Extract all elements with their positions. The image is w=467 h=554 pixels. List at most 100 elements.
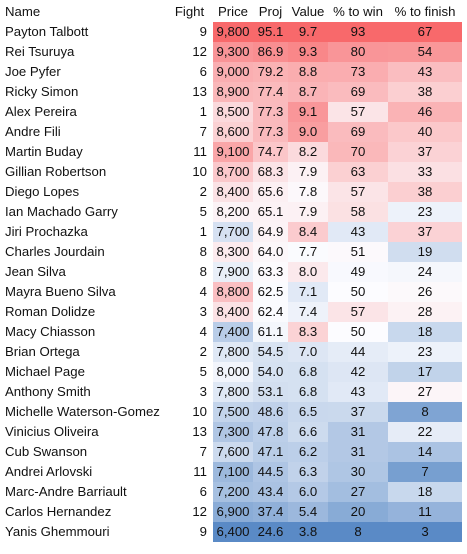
header-name[interactable]: Name (5, 4, 41, 19)
cell-value[interactable]: 6.3 (288, 462, 328, 482)
cell-proj[interactable]: 63.3 (253, 262, 288, 282)
cell-value[interactable]: 9.0 (288, 122, 328, 142)
cell-win-pct[interactable]: 93 (328, 22, 388, 42)
cell-price[interactable]: 8,500 (213, 102, 253, 122)
cell-value[interactable]: 7.9 (288, 162, 328, 182)
cell-proj[interactable]: 37.4 (253, 502, 288, 522)
cell-fight[interactable]: 11 (193, 144, 207, 159)
cell-fight[interactable]: 11 (193, 464, 207, 479)
cell-finish-pct[interactable]: 26 (388, 282, 462, 302)
cell-name[interactable]: Jiri Prochazka (5, 224, 88, 239)
cell-value[interactable]: 9.7 (288, 22, 328, 42)
cell-win-pct[interactable]: 57 (328, 102, 388, 122)
cell-finish-pct[interactable]: 40 (388, 122, 462, 142)
cell-value[interactable]: 3.8 (288, 522, 328, 542)
cell-price[interactable]: 7,800 (213, 382, 253, 402)
cell-finish-pct[interactable]: 46 (388, 102, 462, 122)
cell-proj[interactable]: 77.3 (253, 102, 288, 122)
cell-win-pct[interactable]: 31 (328, 442, 388, 462)
cell-name[interactable]: Michelle Waterson-Gomez (5, 404, 160, 419)
cell-proj[interactable]: 48.6 (253, 402, 288, 422)
cell-value[interactable]: 6.8 (288, 382, 328, 402)
cell-proj[interactable]: 54.0 (253, 362, 288, 382)
cell-win-pct[interactable]: 70 (328, 142, 388, 162)
cell-finish-pct[interactable]: 11 (388, 502, 462, 522)
cell-value[interactable]: 7.9 (288, 202, 328, 222)
cell-finish-pct[interactable]: 18 (388, 482, 462, 502)
cell-value[interactable]: 8.0 (288, 262, 328, 282)
cell-price[interactable]: 7,300 (213, 422, 253, 442)
cell-fight[interactable]: 1 (199, 224, 207, 239)
cell-name[interactable]: Alex Pereira (5, 104, 77, 119)
cell-win-pct[interactable]: 31 (328, 422, 388, 442)
cell-finish-pct[interactable]: 3 (388, 522, 462, 542)
cell-proj[interactable]: 64.0 (253, 242, 288, 262)
cell-finish-pct[interactable]: 8 (388, 402, 462, 422)
cell-finish-pct[interactable]: 18 (388, 322, 462, 342)
cell-proj[interactable]: 64.9 (253, 222, 288, 242)
cell-value[interactable]: 7.7 (288, 242, 328, 262)
cell-price[interactable]: 8,700 (213, 162, 253, 182)
header-win-pct[interactable]: % to win (333, 4, 383, 19)
cell-value[interactable]: 8.8 (288, 62, 328, 82)
cell-proj[interactable]: 68.3 (253, 162, 288, 182)
cell-price[interactable]: 7,500 (213, 402, 253, 422)
cell-proj[interactable]: 43.4 (253, 482, 288, 502)
cell-win-pct[interactable]: 37 (328, 402, 388, 422)
cell-price[interactable]: 8,000 (213, 362, 253, 382)
cell-fight[interactable]: 1 (199, 104, 207, 119)
cell-win-pct[interactable]: 8 (328, 522, 388, 542)
cell-name[interactable]: Yanis Ghemmouri (5, 524, 110, 539)
cell-win-pct[interactable]: 30 (328, 462, 388, 482)
cell-win-pct[interactable]: 73 (328, 62, 388, 82)
cell-name[interactable]: Jean Silva (5, 264, 66, 279)
cell-name[interactable]: Andre Fili (5, 124, 61, 139)
cell-win-pct[interactable]: 51 (328, 242, 388, 262)
cell-fight[interactable]: 13 (192, 424, 207, 439)
cell-price[interactable]: 7,800 (213, 342, 253, 362)
cell-fight[interactable]: 5 (199, 364, 207, 379)
cell-price[interactable]: 8,600 (213, 122, 253, 142)
cell-finish-pct[interactable]: 23 (388, 202, 462, 222)
header-value[interactable]: Value (291, 4, 325, 19)
cell-proj[interactable]: 95.1 (253, 22, 288, 42)
cell-finish-pct[interactable]: 38 (388, 82, 462, 102)
cell-price[interactable]: 9,100 (213, 142, 253, 162)
cell-name[interactable]: Andrei Arlovski (5, 464, 93, 479)
cell-name[interactable]: Mayra Bueno Silva (5, 284, 116, 299)
cell-fight[interactable]: 12 (192, 504, 207, 519)
cell-fight[interactable]: 10 (192, 404, 207, 419)
cell-finish-pct[interactable]: 67 (388, 22, 462, 42)
cell-finish-pct[interactable]: 24 (388, 262, 462, 282)
cell-win-pct[interactable]: 69 (328, 82, 388, 102)
cell-proj[interactable]: 47.8 (253, 422, 288, 442)
cell-price[interactable]: 9,800 (213, 22, 253, 42)
cell-proj[interactable]: 47.1 (253, 442, 288, 462)
cell-win-pct[interactable]: 49 (328, 262, 388, 282)
cell-proj[interactable]: 24.6 (253, 522, 288, 542)
cell-fight[interactable]: 13 (192, 84, 207, 99)
cell-win-pct[interactable]: 58 (328, 202, 388, 222)
header-fight[interactable]: Fight (174, 4, 205, 19)
cell-price[interactable]: 8,200 (213, 202, 253, 222)
cell-name[interactable]: Marc-Andre Barriault (5, 484, 127, 499)
cell-finish-pct[interactable]: 54 (388, 42, 462, 62)
cell-value[interactable]: 7.8 (288, 182, 328, 202)
cell-value[interactable]: 6.8 (288, 362, 328, 382)
cell-win-pct[interactable]: 50 (328, 322, 388, 342)
cell-name[interactable]: Carlos Hernandez (5, 504, 112, 519)
cell-price[interactable]: 9,300 (213, 42, 253, 62)
cell-proj[interactable]: 77.3 (253, 122, 288, 142)
cell-win-pct[interactable]: 57 (328, 182, 388, 202)
cell-finish-pct[interactable]: 23 (388, 342, 462, 362)
cell-fight[interactable]: 8 (199, 264, 207, 279)
cell-value[interactable]: 6.2 (288, 442, 328, 462)
cell-fight[interactable]: 9 (199, 524, 207, 539)
cell-win-pct[interactable]: 43 (328, 382, 388, 402)
cell-value[interactable]: 7.4 (288, 302, 328, 322)
cell-fight[interactable]: 8 (199, 244, 207, 259)
cell-proj[interactable]: 62.5 (253, 282, 288, 302)
cell-name[interactable]: Roman Dolidze (5, 304, 96, 319)
cell-name[interactable]: Ricky Simon (5, 84, 79, 99)
cell-value[interactable]: 6.5 (288, 402, 328, 422)
